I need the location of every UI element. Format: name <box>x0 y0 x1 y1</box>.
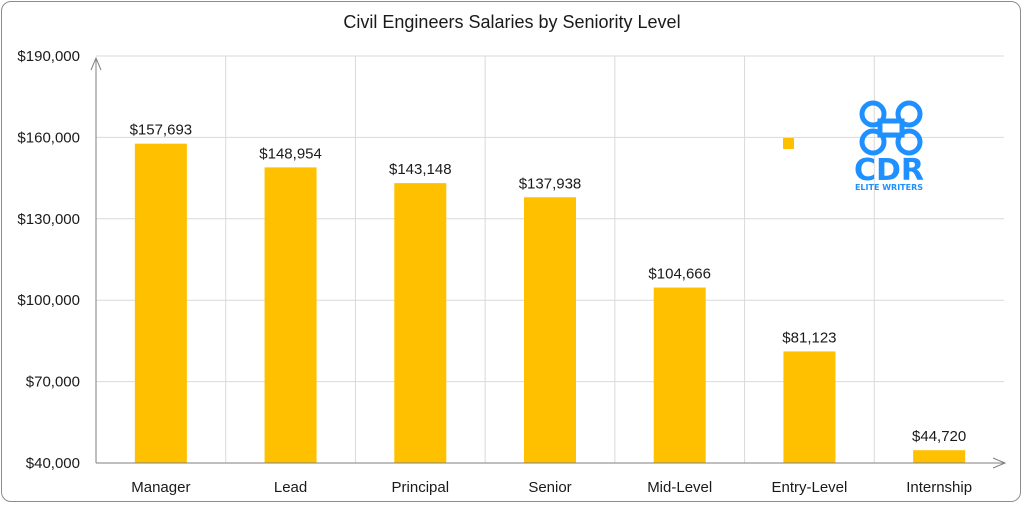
x-tick-label: Senior <box>528 479 571 496</box>
command-key-icon <box>859 100 923 156</box>
data-labels: $157,693 $148,954 $143,148 $137,938 $104,666… <box>130 122 967 446</box>
bar-lead <box>264 167 317 464</box>
bar-manager <box>134 143 187 463</box>
logo-text: CDR <box>854 153 924 188</box>
x-tick-label: Manager <box>131 479 190 496</box>
axes <box>90 56 1007 469</box>
data-label: $143,148 <box>389 161 452 178</box>
x-tick-label: Entry-Level <box>771 479 847 496</box>
bar-entry-level <box>783 351 836 463</box>
y-tick-label: $40,000 <box>26 455 80 472</box>
data-label: $104,666 <box>648 266 711 283</box>
bar-internship <box>913 450 966 463</box>
data-label: $157,693 <box>130 122 193 139</box>
data-label: $137,938 <box>519 175 582 192</box>
data-label: $148,954 <box>259 145 322 162</box>
y-tick-label: $160,000 <box>17 129 80 146</box>
x-tick-label: Internship <box>906 479 972 496</box>
y-tick-label: $70,000 <box>26 374 80 391</box>
y-axis-arrow <box>90 56 102 71</box>
logo-subtext: ELITE WRITERS <box>855 183 923 192</box>
bar-senior <box>524 197 576 463</box>
bar-mid-level <box>653 287 706 463</box>
y-axis-ticks: $40,000 $70,000 $100,000 $130,000 $160,000 $1… <box>17 48 80 472</box>
x-axis-ticks: Manager Lead Principal Senior Mid-Level Entry… <box>131 479 972 496</box>
data-label: $44,720 <box>912 428 966 445</box>
y-tick-label: $130,000 <box>17 211 80 228</box>
x-axis-arrow <box>992 457 1007 469</box>
x-tick-label: Mid-Level <box>647 479 712 496</box>
y-tick-label: $190,000 <box>17 48 80 65</box>
x-tick-label: Principal <box>392 479 450 496</box>
bars <box>134 143 966 464</box>
chart-title: Civil Engineers Salaries by Seniority Le… <box>343 12 681 32</box>
data-label: $81,123 <box>782 329 836 346</box>
x-tick-label: Lead <box>274 479 307 496</box>
legend-marker <box>783 138 794 149</box>
logo: CDR ELITE WRITERS <box>854 100 924 192</box>
y-tick-label: $100,000 <box>17 292 80 309</box>
bar-principal <box>394 183 447 463</box>
